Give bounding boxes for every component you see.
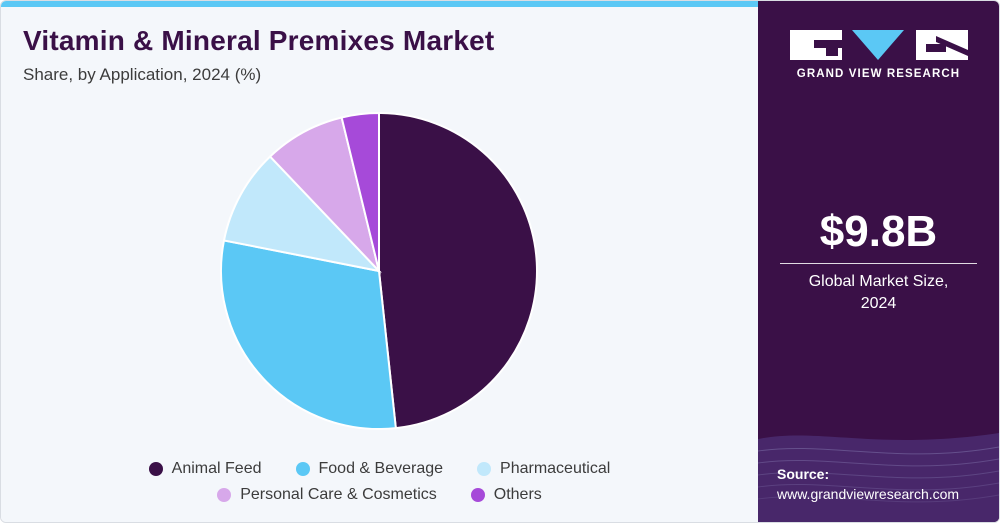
source-url: www.grandviewresearch.com [777,486,960,502]
legend-row-1: Animal Feed Food & Beverage Pharmaceutic… [1,456,758,482]
legend-item-food-beverage: Food & Beverage [295,460,444,478]
grand-view-research-logo [790,30,968,60]
legend-swatch-animal-feed [148,462,163,476]
legend-label-animal-feed: Animal Feed [171,460,262,477]
pie-slice-food-beverage [220,239,397,430]
chart-title: Vitamin & Mineral Premixes Market [23,25,495,56]
chart-legend: Animal Feed Food & Beverage Pharmaceutic… [1,456,758,508]
accent-bar [1,1,758,7]
market-size-label: Global Market Size, 2024 [778,271,979,315]
legend-swatch-others [470,488,485,502]
market-label-line-1: Global Market Size, [808,273,949,290]
pie-slice-animal-feed [378,111,538,430]
legend-item-animal-feed: Animal Feed [148,460,262,478]
legend-swatch-food-beverage [295,462,310,476]
market-label-line-2: 2024 [860,295,897,312]
legend-item-others: Others [470,486,542,504]
summary-panel: GRAND VIEW RESEARCH $9.8B Global Market … [758,1,999,522]
logo-wordmark: GRAND VIEW RESEARCH [796,68,961,80]
legend-item-pharmaceutical: Pharmaceutical [477,460,610,478]
decorative-waves [758,421,999,522]
pie-slice-others [340,111,380,272]
legend-label-personal-care: Personal Care & Cosmetics [240,486,437,503]
chart-panel: Vitamin & Mineral Premixes Market Share,… [1,1,758,522]
legend-label-pharmaceutical: Pharmaceutical [500,460,611,477]
chart-subtitle: Share, by Application, 2024 (%) [23,65,262,84]
pie-slice-pharmaceutical [222,155,382,273]
source-label: Source: [777,466,830,482]
divider [780,263,977,264]
legend-swatch-personal-care [217,488,232,502]
pie-chart [220,111,538,430]
market-size-value: $9.8B [819,207,938,256]
legend-item-personal-care: Personal Care & Cosmetics [217,486,437,504]
legend-swatch-pharmaceutical [477,462,492,476]
legend-label-others: Others [493,486,542,503]
legend-row-2: Personal Care & Cosmetics Others [1,482,758,508]
legend-label-food-beverage: Food & Beverage [318,460,444,477]
